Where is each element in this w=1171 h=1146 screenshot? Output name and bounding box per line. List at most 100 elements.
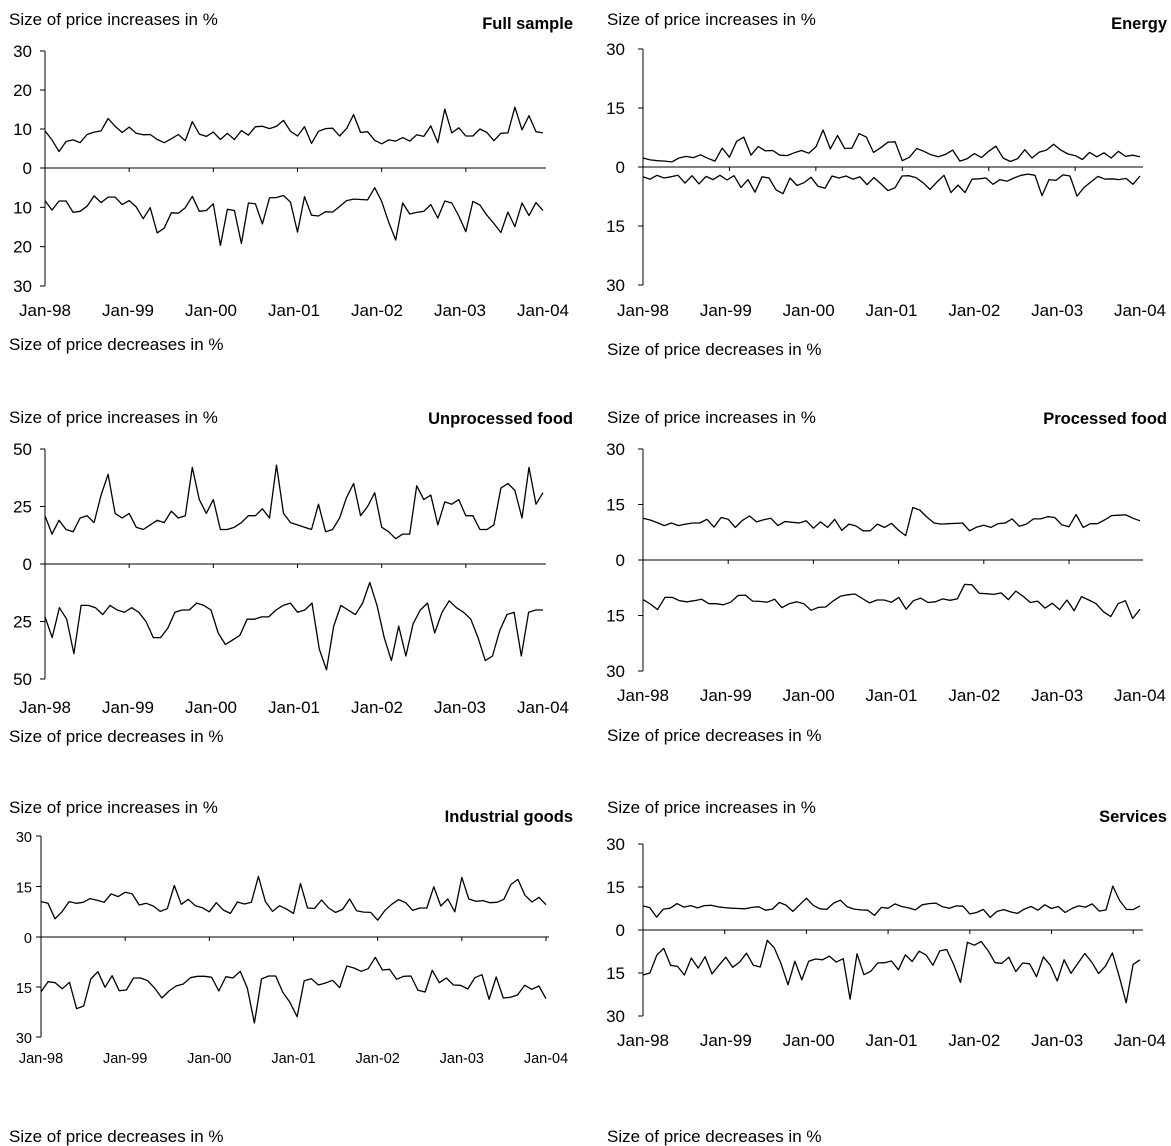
y-label-decreases: Size of price decreases in % [9, 1127, 224, 1146]
series-line-increases [642, 506, 1141, 537]
y-tick-label: 30 [606, 1007, 625, 1026]
y-tick-label: 30 [606, 40, 625, 59]
x-tick-label: Jan-98 [19, 301, 71, 320]
chart-panel-3: Size of price increases in % Unprocessed … [9, 408, 573, 746]
y-label-increases: Size of price increases in % [9, 408, 218, 427]
y-tick-label: 0 [616, 551, 625, 570]
y-tick-label: 15 [16, 981, 32, 997]
x-tick-label: Jan-02 [948, 686, 1000, 705]
series-line-decreases [642, 939, 1141, 1004]
y-tick-label: 0 [23, 555, 32, 574]
x-tick-label: Jan-02 [948, 301, 1000, 320]
x-tick-label: Jan-03 [434, 698, 486, 717]
x-tick-label: Jan-01 [271, 1051, 315, 1067]
chart-panel-5: Size of price increases in % Industrial g… [9, 798, 573, 1146]
x-tick-label: Jan-98 [617, 301, 669, 320]
y-tick-label: 25 [13, 498, 32, 517]
x-tick-label: Jan-03 [1031, 1031, 1083, 1050]
x-tick-label: Jan-00 [783, 686, 835, 705]
chart-panel-2: Size of price increases in % Energy Size o… [606, 10, 1168, 359]
x-tick-label: Jan-00 [185, 301, 237, 320]
y-tick-label: 15 [606, 217, 625, 236]
y-tick-label: 10 [13, 120, 32, 139]
x-tick-label: Jan-04 [1114, 1031, 1166, 1050]
y-tick-label: 50 [13, 440, 32, 459]
series-line-decreases [40, 956, 547, 1024]
x-tick-label: Jan-98 [617, 686, 669, 705]
y-tick-label: 10 [13, 198, 32, 217]
y-label-decreases: Size of price decreases in % [607, 726, 822, 745]
series-line-increases [642, 129, 1141, 163]
y-label-decreases: Size of price decreases in % [9, 727, 224, 746]
chart-panel-6: Size of price increases in % Services Size… [606, 798, 1167, 1146]
y-label-increases: Size of price increases in % [9, 10, 218, 29]
series-line-decreases [642, 583, 1141, 620]
chart-title: Processed food [1043, 410, 1167, 428]
y-tick-label: 30 [13, 277, 32, 296]
series-line-increases [44, 464, 544, 540]
x-tick-label: Jan-98 [617, 1031, 669, 1050]
y-label-increases: Size of price increases in % [607, 10, 816, 29]
y-tick-label: 30 [606, 440, 625, 459]
y-tick-label: 30 [16, 1031, 32, 1047]
series-line-increases [642, 885, 1141, 919]
x-tick-label: Jan-99 [102, 301, 154, 320]
y-tick-label: 15 [606, 878, 625, 897]
x-tick-label: Jan-00 [783, 1031, 835, 1050]
chart-title: Full sample [482, 15, 573, 33]
x-tick-label: Jan-04 [1114, 686, 1166, 705]
x-tick-label: Jan-00 [185, 698, 237, 717]
y-label-decreases: Size of price decreases in % [607, 340, 822, 359]
chart-panel-4: Size of price increases in % Processed fo… [606, 408, 1167, 745]
y-label-increases: Size of price increases in % [607, 408, 816, 427]
x-tick-label: Jan-01 [866, 1031, 918, 1050]
x-tick-label: Jan-02 [948, 1031, 1000, 1050]
x-tick-label: Jan-99 [102, 698, 154, 717]
x-tick-label: Jan-00 [187, 1051, 231, 1067]
x-tick-label: Jan-98 [19, 1051, 63, 1067]
x-tick-label: Jan-03 [440, 1051, 484, 1067]
x-tick-label: Jan-04 [524, 1051, 568, 1067]
x-tick-label: Jan-01 [866, 686, 918, 705]
x-tick-label: Jan-03 [434, 301, 486, 320]
x-tick-label: Jan-03 [1031, 301, 1083, 320]
y-tick-label: 50 [13, 670, 32, 689]
y-tick-label: 0 [616, 921, 625, 940]
y-tick-label: 30 [606, 835, 625, 854]
x-tick-label: Jan-01 [268, 301, 320, 320]
y-tick-label: 20 [13, 238, 32, 257]
y-tick-label: 0 [616, 158, 625, 177]
x-tick-label: Jan-98 [19, 698, 71, 717]
series-line-decreases [44, 187, 544, 247]
x-tick-label: Jan-02 [351, 301, 403, 320]
x-tick-label: Jan-99 [700, 686, 752, 705]
chart-title: Unprocessed food [428, 410, 573, 428]
y-tick-label: 30 [606, 662, 625, 681]
x-tick-label: Jan-04 [517, 301, 569, 320]
x-tick-label: Jan-04 [517, 698, 569, 717]
x-tick-label: Jan-04 [1114, 301, 1166, 320]
y-tick-label: 0 [24, 931, 32, 947]
y-tick-label: 15 [606, 496, 625, 515]
x-tick-label: Jan-01 [866, 301, 918, 320]
y-label-increases: Size of price increases in % [9, 798, 218, 817]
y-tick-label: 15 [16, 881, 32, 897]
y-tick-label: 15 [606, 964, 625, 983]
y-tick-label: 0 [23, 159, 32, 178]
y-tick-label: 30 [13, 42, 32, 61]
x-tick-label: Jan-02 [355, 1051, 399, 1067]
y-label-decreases: Size of price decreases in % [9, 335, 224, 354]
y-tick-label: 15 [606, 607, 625, 626]
x-tick-label: Jan-01 [268, 698, 320, 717]
chart-title: Services [1099, 808, 1167, 826]
x-tick-label: Jan-00 [783, 301, 835, 320]
y-tick-label: 25 [13, 613, 32, 632]
x-tick-label: Jan-99 [700, 1031, 752, 1050]
x-tick-label: Jan-99 [103, 1051, 147, 1067]
y-tick-label: 20 [13, 81, 32, 100]
y-label-decreases: Size of price decreases in % [607, 1127, 822, 1146]
chart-title: Industrial goods [445, 808, 573, 826]
series-line-decreases [642, 173, 1141, 197]
y-tick-label: 30 [16, 830, 32, 846]
